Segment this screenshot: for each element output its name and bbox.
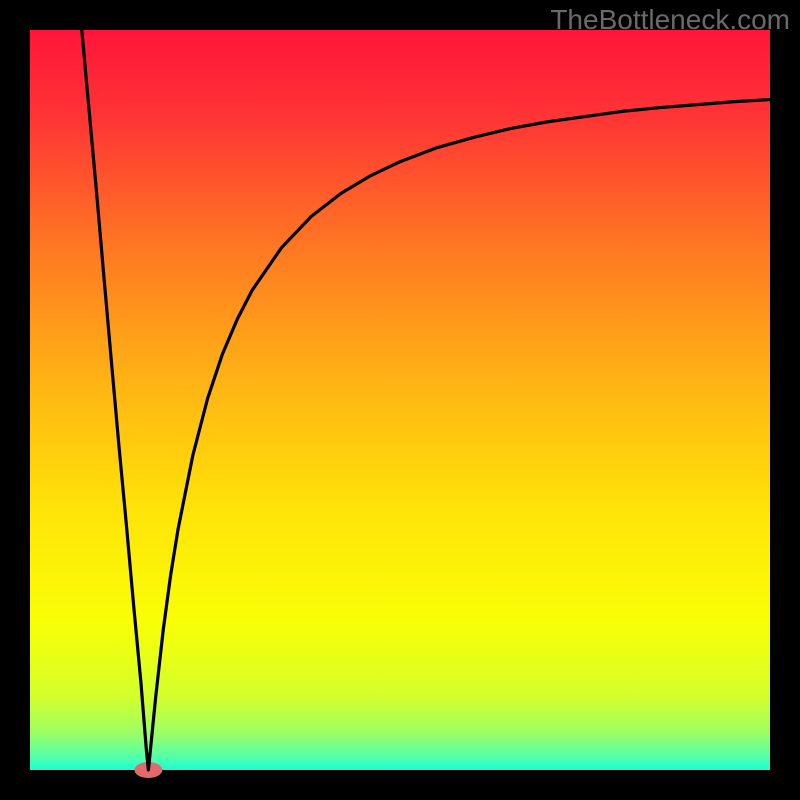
chart-canvas: TheBottleneck.com xyxy=(0,0,800,800)
chart-svg xyxy=(0,0,800,800)
plot-area xyxy=(30,30,770,770)
